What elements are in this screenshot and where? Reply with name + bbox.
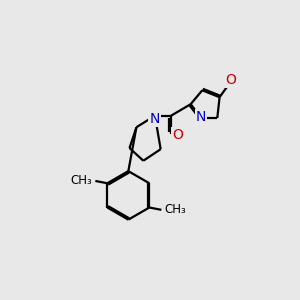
Text: O: O [226,73,237,87]
Text: CH₃: CH₃ [71,175,93,188]
Text: O: O [172,128,183,142]
Text: N: N [196,110,206,124]
Text: CH₃: CH₃ [164,203,186,216]
Text: N: N [149,112,160,126]
